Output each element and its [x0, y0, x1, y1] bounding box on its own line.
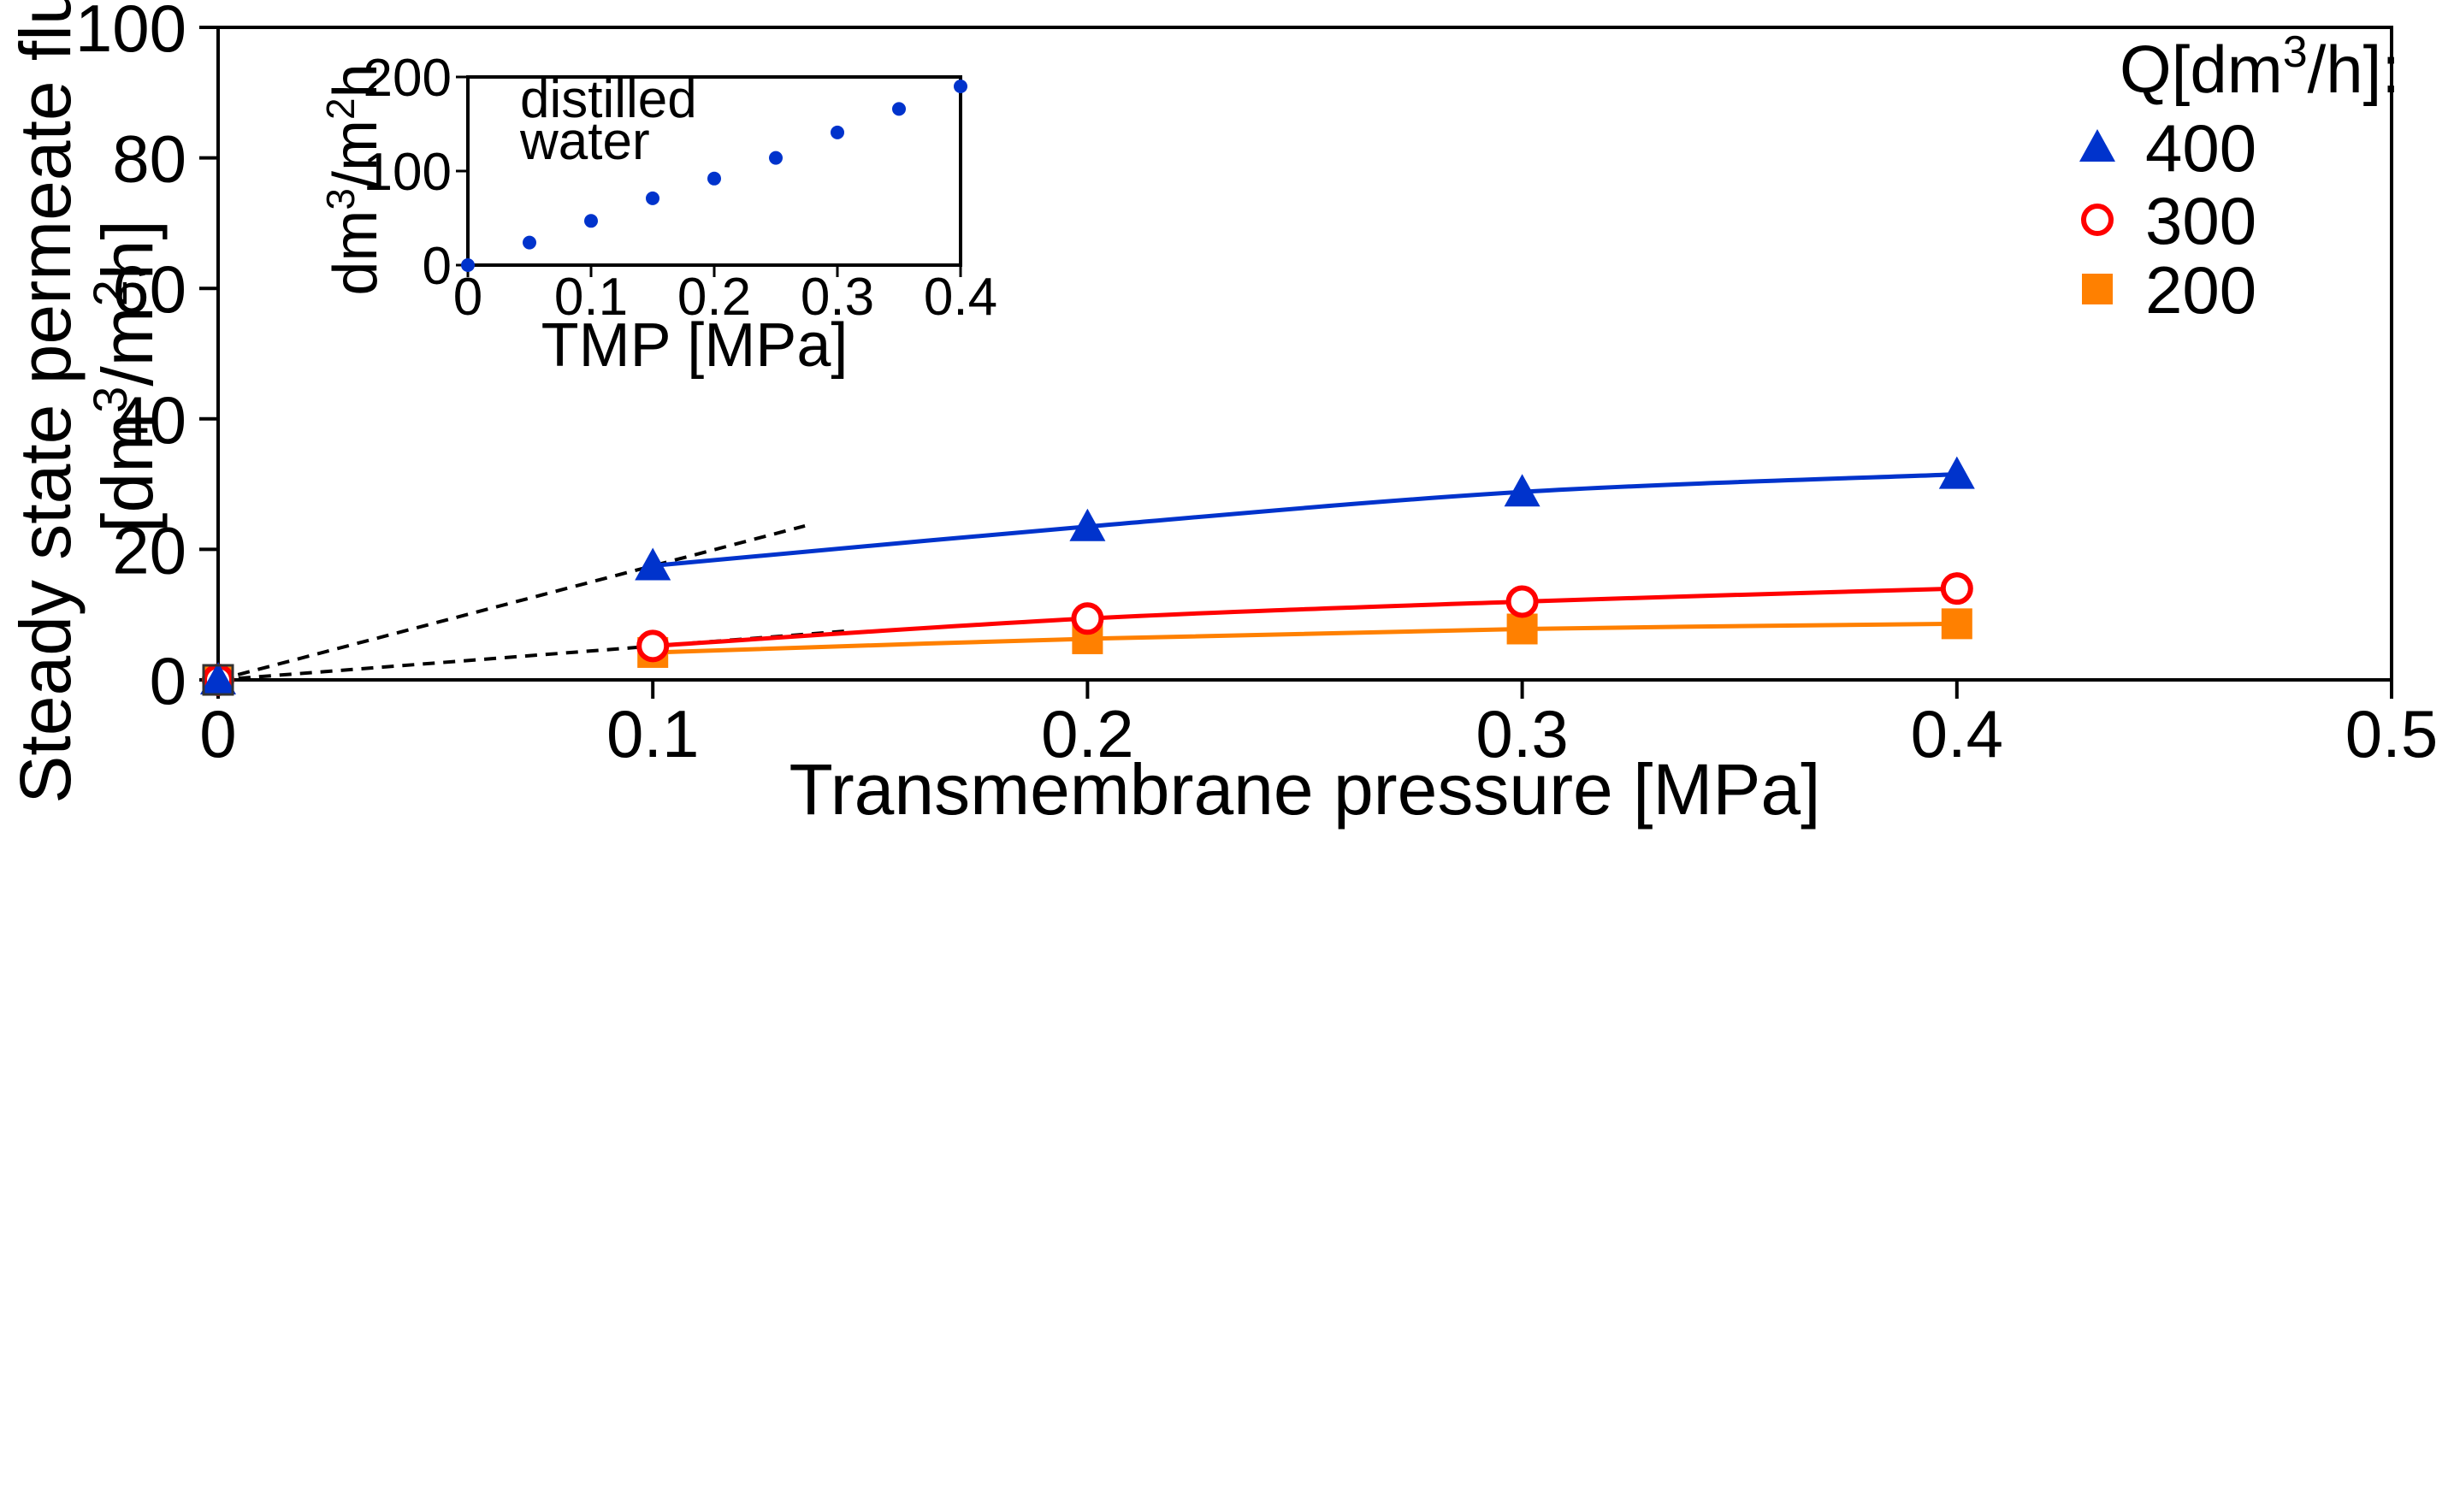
y-tick-label: 20: [112, 512, 186, 588]
tangent-dashed-line: [217, 629, 849, 682]
series-line-300: [653, 586, 1957, 648]
superscript: 3: [318, 188, 363, 210]
y-tick-label: 0: [150, 643, 186, 718]
inset-x-tick-label: 0.3: [801, 268, 874, 327]
superscript: 3: [83, 387, 137, 413]
inset-data-point: [831, 125, 844, 139]
y-tick-label: 60: [112, 251, 186, 327]
data-point-200: [1506, 613, 1538, 645]
legend-title: Q[dm3/h]:: [2120, 27, 2400, 107]
inset-annotation-line2: water: [519, 112, 650, 171]
superscript: 3: [2283, 27, 2308, 77]
series-line-200: [653, 621, 1957, 655]
data-point-400: [1069, 508, 1106, 541]
text-part: /h]:: [2308, 32, 2400, 107]
inset-data-point: [584, 214, 598, 228]
data-point-300: [1940, 572, 1973, 605]
superscript: 2: [318, 97, 363, 120]
inset-x-tick-label: 0.2: [677, 268, 751, 327]
legend-label: 400: [2145, 110, 2256, 186]
text-part: h]: [87, 220, 168, 280]
data-point-400: [1504, 474, 1540, 507]
data-point-300: [1071, 602, 1104, 635]
x-axis-title: Transmembrane pressure [MPa]: [789, 749, 1821, 830]
text-part: [dm: [87, 413, 168, 533]
inset-data-point: [707, 171, 721, 186]
data-point-200: [1941, 608, 1972, 640]
text-part: dm: [322, 210, 390, 296]
superscript: 2: [83, 280, 137, 306]
y-tick-label: 100: [75, 0, 186, 66]
x-tick-label: 0.1: [606, 696, 699, 771]
legend-label: 200: [2145, 252, 2256, 328]
data-point-400: [200, 662, 236, 694]
series-line-400: [652, 472, 1957, 568]
text-part: /m: [87, 306, 168, 386]
text-part: h: [322, 63, 390, 97]
inset-y-axis-title: dm3/m2h: [318, 63, 390, 295]
main-plot-frame: [216, 26, 2393, 682]
legend-marker-400: [2079, 129, 2115, 162]
inset-data-point: [461, 258, 475, 272]
x-tick-label: 0.2: [1041, 696, 1133, 771]
data-point-300: [1505, 585, 1539, 618]
legend-item-200: 200: [2082, 252, 2256, 328]
x-tick-label: 0.5: [2345, 696, 2438, 771]
data-point-300: [636, 629, 670, 663]
legend-item-400: 400: [2079, 110, 2256, 186]
text-part: Q[dm: [2120, 32, 2283, 107]
inset-y-tick-label: 100: [364, 143, 452, 202]
inset-data-point: [954, 80, 967, 93]
y-axis-title: Steady state permeate flux [dm3/m2h]: [5, 0, 168, 804]
y-tick-label: 40: [112, 382, 186, 458]
inset-y-tick-label: 200: [364, 49, 452, 108]
origin-marker-outline: [202, 664, 234, 696]
x-tick-label: 0.4: [1911, 696, 2003, 771]
y-tick-label: 80: [112, 121, 186, 197]
legend-marker-300: [2081, 204, 2114, 236]
inset-plot-frame: [466, 75, 962, 267]
data-point-400: [635, 547, 671, 581]
legend-marker-200: [2082, 274, 2113, 304]
y-axis-title-line1: Steady state permeate flux: [5, 0, 86, 804]
x-tick-label: 0: [199, 696, 236, 771]
data-point-400: [1938, 456, 1975, 489]
inset-x-tick-label: 0: [453, 268, 482, 327]
inset-y-tick-label: 0: [423, 237, 452, 296]
inset-data-point: [892, 102, 906, 116]
legend-item-300: 300: [2081, 183, 2256, 258]
legend-label: 300: [2145, 183, 2256, 258]
inset-annotation-line1: distilled: [520, 70, 697, 129]
text-part: /m: [322, 120, 390, 188]
y-axis-title-line2: [dm3/m2h]: [83, 220, 168, 533]
inset-data-point: [769, 151, 783, 165]
inset-data-point: [523, 235, 536, 250]
inset-x-tick-label: 0.4: [924, 268, 997, 327]
x-tick-label: 0.3: [1475, 696, 1568, 771]
inset-x-tick-label: 0.1: [554, 268, 628, 327]
inset-x-axis-title: TMP [MPa]: [541, 311, 849, 380]
inset-data-point: [646, 191, 659, 205]
